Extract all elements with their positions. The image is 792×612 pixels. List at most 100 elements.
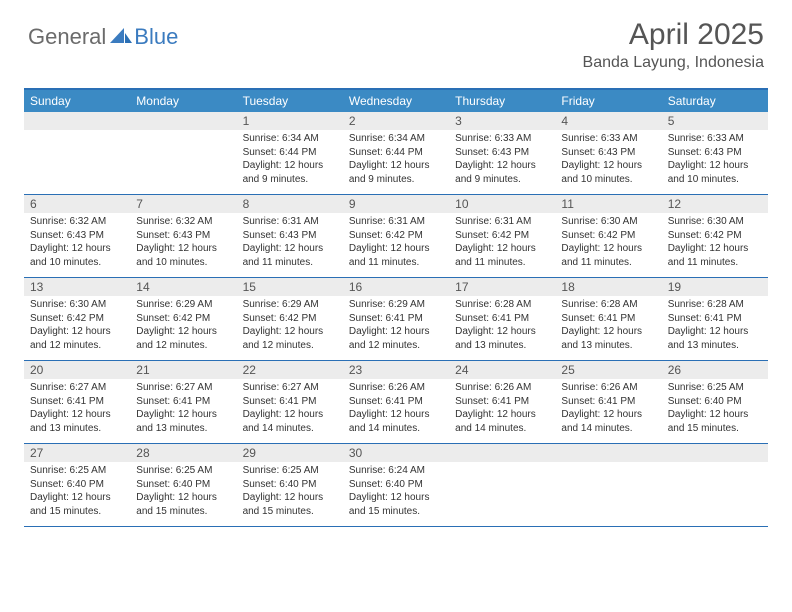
day-sunrise: Sunrise: 6:30 AM bbox=[668, 215, 762, 229]
day-sunset: Sunset: 6:43 PM bbox=[136, 229, 230, 243]
day-sunset: Sunset: 6:41 PM bbox=[349, 395, 443, 409]
day-day1: Daylight: 12 hours bbox=[243, 325, 337, 339]
day-sunrise: Sunrise: 6:31 AM bbox=[349, 215, 443, 229]
day-cell: 20Sunrise: 6:27 AMSunset: 6:41 PMDayligh… bbox=[24, 361, 130, 443]
day-day2: and 15 minutes. bbox=[30, 505, 124, 519]
day-number: 7 bbox=[130, 195, 236, 213]
day-body: Sunrise: 6:26 AMSunset: 6:41 PMDaylight:… bbox=[555, 379, 661, 439]
weeks-container: 1Sunrise: 6:34 AMSunset: 6:44 PMDaylight… bbox=[24, 112, 768, 527]
day-sunrise: Sunrise: 6:25 AM bbox=[30, 464, 124, 478]
day-day2: and 15 minutes. bbox=[243, 505, 337, 519]
day-sunrise: Sunrise: 6:27 AM bbox=[30, 381, 124, 395]
day-day2: and 15 minutes. bbox=[349, 505, 443, 519]
day-number: 2 bbox=[343, 112, 449, 130]
day-body: Sunrise: 6:25 AMSunset: 6:40 PMDaylight:… bbox=[662, 379, 768, 439]
day-sunrise: Sunrise: 6:32 AM bbox=[136, 215, 230, 229]
day-cell: 28Sunrise: 6:25 AMSunset: 6:40 PMDayligh… bbox=[130, 444, 236, 526]
day-cell: 18Sunrise: 6:28 AMSunset: 6:41 PMDayligh… bbox=[555, 278, 661, 360]
day-cell: 7 Sunrise: 6:32 AMSunset: 6:43 PMDaylight… bbox=[130, 195, 236, 277]
day-day2: and 11 minutes. bbox=[561, 256, 655, 270]
day-sunrise: Sunrise: 6:28 AM bbox=[561, 298, 655, 312]
day-number bbox=[449, 444, 555, 462]
day-day2: and 14 minutes. bbox=[561, 422, 655, 436]
day-body: Sunrise: 6:25 AMSunset: 6:40 PMDaylight:… bbox=[130, 462, 236, 522]
week-row: 6Sunrise: 6:32 AMSunset: 6:43 PMDaylight… bbox=[24, 195, 768, 278]
day-day1: Daylight: 12 hours bbox=[30, 242, 124, 256]
day-sunset: Sunset: 6:41 PM bbox=[30, 395, 124, 409]
weekday-header: Sunday bbox=[24, 90, 130, 112]
day-cell: 17Sunrise: 6:28 AMSunset: 6:41 PMDayligh… bbox=[449, 278, 555, 360]
day-day1: Daylight: 12 hours bbox=[561, 242, 655, 256]
day-sunrise: Sunrise: 6:31 AM bbox=[243, 215, 337, 229]
day-body: Sunrise: 6:31 AMSunset: 6:42 PMDaylight:… bbox=[343, 213, 449, 273]
day-number: 10 bbox=[449, 195, 555, 213]
day-sunrise: Sunrise: 6:27 AM bbox=[243, 381, 337, 395]
day-sunrise: Sunrise: 6:28 AM bbox=[668, 298, 762, 312]
day-day2: and 15 minutes. bbox=[136, 505, 230, 519]
day-sunset: Sunset: 6:42 PM bbox=[30, 312, 124, 326]
day-sunrise: Sunrise: 6:28 AM bbox=[455, 298, 549, 312]
day-cell: 14Sunrise: 6:29 AMSunset: 6:42 PMDayligh… bbox=[130, 278, 236, 360]
day-number: 29 bbox=[237, 444, 343, 462]
day-sunset: Sunset: 6:42 PM bbox=[136, 312, 230, 326]
day-day1: Daylight: 12 hours bbox=[136, 325, 230, 339]
day-body: Sunrise: 6:29 AMSunset: 6:41 PMDaylight:… bbox=[343, 296, 449, 356]
day-day2: and 12 minutes. bbox=[30, 339, 124, 353]
day-sunset: Sunset: 6:41 PM bbox=[561, 395, 655, 409]
day-day1: Daylight: 12 hours bbox=[136, 242, 230, 256]
weekday-header: Thursday bbox=[449, 90, 555, 112]
day-cell: 21Sunrise: 6:27 AMSunset: 6:41 PMDayligh… bbox=[130, 361, 236, 443]
day-day2: and 13 minutes. bbox=[136, 422, 230, 436]
weekday-header: Wednesday bbox=[343, 90, 449, 112]
logo-text-blue: Blue bbox=[134, 24, 178, 50]
day-cell: 5Sunrise: 6:33 AMSunset: 6:43 PMDaylight… bbox=[662, 112, 768, 194]
day-number: 5 bbox=[662, 112, 768, 130]
day-sunset: Sunset: 6:41 PM bbox=[455, 395, 549, 409]
day-number: 1 bbox=[237, 112, 343, 130]
day-body: Sunrise: 6:33 AMSunset: 6:43 PMDaylight:… bbox=[449, 130, 555, 190]
day-sunset: Sunset: 6:41 PM bbox=[455, 312, 549, 326]
weekday-header: Monday bbox=[130, 90, 236, 112]
day-sunrise: Sunrise: 6:29 AM bbox=[136, 298, 230, 312]
day-day2: and 15 minutes. bbox=[668, 422, 762, 436]
day-number bbox=[130, 112, 236, 130]
day-sunset: Sunset: 6:43 PM bbox=[668, 146, 762, 160]
day-number: 26 bbox=[662, 361, 768, 379]
day-number: 23 bbox=[343, 361, 449, 379]
day-day1: Daylight: 12 hours bbox=[668, 325, 762, 339]
day-sunset: Sunset: 6:40 PM bbox=[668, 395, 762, 409]
day-sunrise: Sunrise: 6:33 AM bbox=[668, 132, 762, 146]
day-day2: and 13 minutes. bbox=[455, 339, 549, 353]
day-body: Sunrise: 6:30 AMSunset: 6:42 PMDaylight:… bbox=[662, 213, 768, 273]
header: General Blue April 2025 Banda Layung, In… bbox=[0, 0, 792, 80]
day-number: 28 bbox=[130, 444, 236, 462]
day-number: 16 bbox=[343, 278, 449, 296]
day-day2: and 14 minutes. bbox=[455, 422, 549, 436]
day-sunset: Sunset: 6:42 PM bbox=[349, 229, 443, 243]
weekday-header: Friday bbox=[555, 90, 661, 112]
day-body: Sunrise: 6:34 AMSunset: 6:44 PMDaylight:… bbox=[343, 130, 449, 190]
day-cell: 13Sunrise: 6:30 AMSunset: 6:42 PMDayligh… bbox=[24, 278, 130, 360]
day-cell: 9Sunrise: 6:31 AMSunset: 6:42 PMDaylight… bbox=[343, 195, 449, 277]
day-day1: Daylight: 12 hours bbox=[455, 325, 549, 339]
day-cell: 22Sunrise: 6:27 AMSunset: 6:41 PMDayligh… bbox=[237, 361, 343, 443]
day-number bbox=[24, 112, 130, 130]
day-sunset: Sunset: 6:41 PM bbox=[668, 312, 762, 326]
day-body: Sunrise: 6:27 AMSunset: 6:41 PMDaylight:… bbox=[130, 379, 236, 439]
day-sunrise: Sunrise: 6:30 AM bbox=[561, 215, 655, 229]
day-cell: 23Sunrise: 6:26 AMSunset: 6:41 PMDayligh… bbox=[343, 361, 449, 443]
day-sunrise: Sunrise: 6:29 AM bbox=[243, 298, 337, 312]
day-day2: and 12 minutes. bbox=[349, 339, 443, 353]
day-body: Sunrise: 6:27 AMSunset: 6:41 PMDaylight:… bbox=[237, 379, 343, 439]
day-number: 24 bbox=[449, 361, 555, 379]
calendar: Sunday Monday Tuesday Wednesday Thursday… bbox=[24, 88, 768, 527]
day-day2: and 14 minutes. bbox=[349, 422, 443, 436]
day-cell: 27Sunrise: 6:25 AMSunset: 6:40 PMDayligh… bbox=[24, 444, 130, 526]
day-number: 21 bbox=[130, 361, 236, 379]
day-day2: and 10 minutes. bbox=[136, 256, 230, 270]
day-cell bbox=[449, 444, 555, 526]
day-day2: and 10 minutes. bbox=[668, 173, 762, 187]
day-day1: Daylight: 12 hours bbox=[136, 408, 230, 422]
day-number: 18 bbox=[555, 278, 661, 296]
day-cell: 8Sunrise: 6:31 AMSunset: 6:43 PMDaylight… bbox=[237, 195, 343, 277]
